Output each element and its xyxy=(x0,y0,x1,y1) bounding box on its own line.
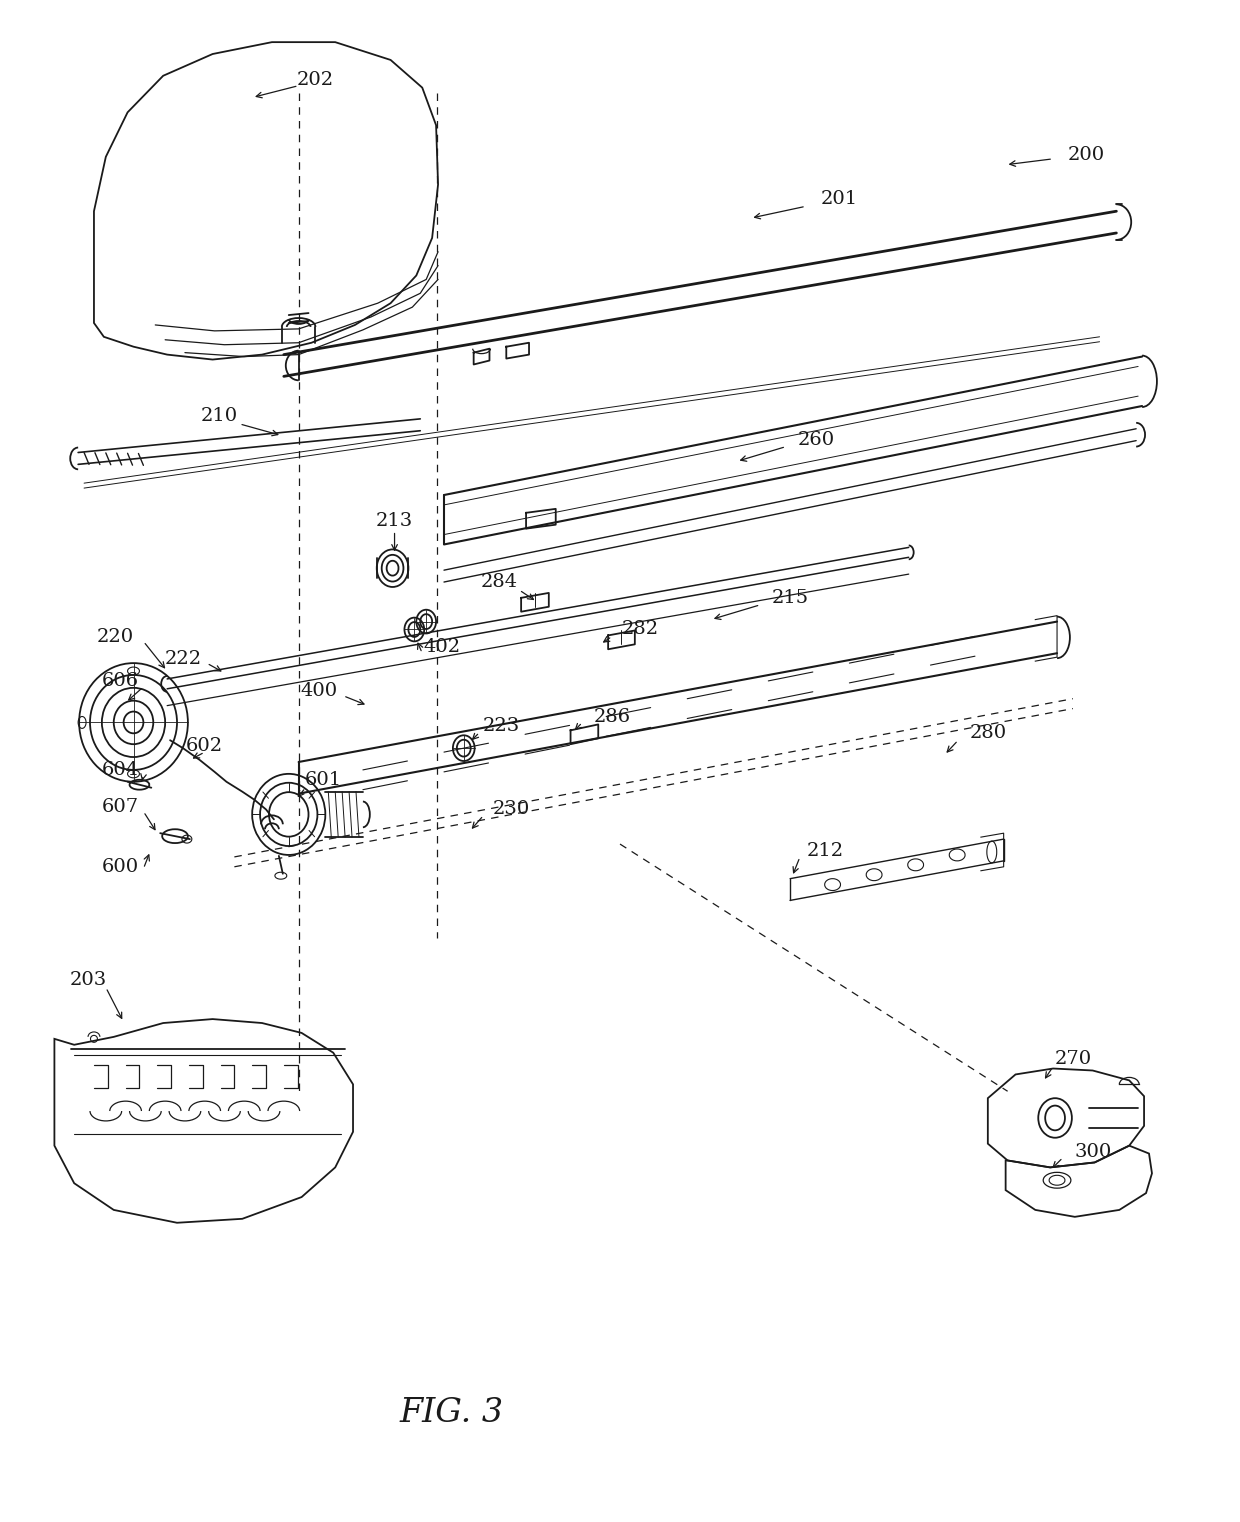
Text: 270: 270 xyxy=(1054,1050,1091,1067)
Text: 604: 604 xyxy=(102,761,139,779)
Text: 601: 601 xyxy=(305,770,342,788)
Text: 203: 203 xyxy=(69,971,107,988)
Text: 201: 201 xyxy=(821,190,858,209)
Text: 213: 213 xyxy=(376,511,413,530)
Text: 300: 300 xyxy=(1074,1143,1111,1161)
Text: 606: 606 xyxy=(102,671,139,689)
Text: 212: 212 xyxy=(807,842,844,860)
Text: 215: 215 xyxy=(771,589,808,607)
Text: FIG. 3: FIG. 3 xyxy=(399,1397,503,1429)
Text: 223: 223 xyxy=(482,717,520,735)
Text: 200: 200 xyxy=(1068,146,1105,164)
Text: 282: 282 xyxy=(621,621,658,639)
Text: 607: 607 xyxy=(102,799,139,816)
Text: 400: 400 xyxy=(301,682,339,700)
Text: 600: 600 xyxy=(102,858,139,875)
Text: 280: 280 xyxy=(970,724,1007,743)
Text: 284: 284 xyxy=(481,572,518,591)
Text: 260: 260 xyxy=(797,431,835,449)
Text: 602: 602 xyxy=(186,737,223,755)
Text: 230: 230 xyxy=(492,801,529,819)
Text: 210: 210 xyxy=(201,406,238,425)
Text: 202: 202 xyxy=(296,70,334,88)
Text: 402: 402 xyxy=(423,638,460,656)
Text: 220: 220 xyxy=(97,629,134,647)
Text: 286: 286 xyxy=(594,708,631,726)
Text: 222: 222 xyxy=(165,650,202,668)
